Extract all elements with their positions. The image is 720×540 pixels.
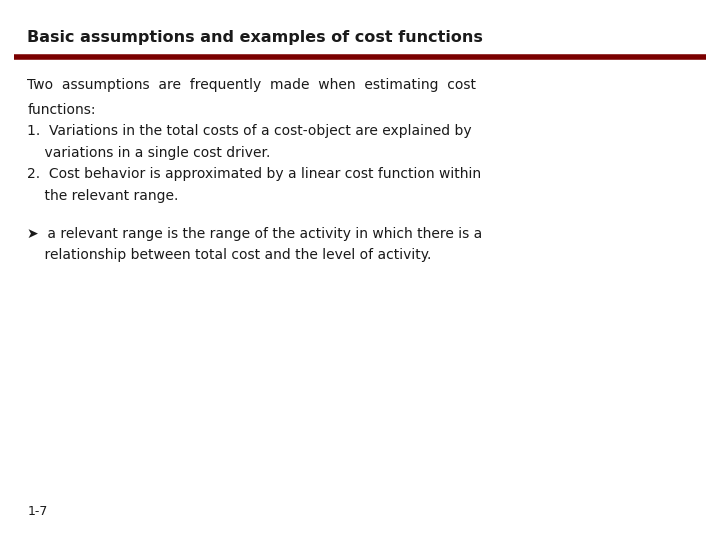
Text: 1.  Variations in the total costs of a cost-object are explained by: 1. Variations in the total costs of a co… [27,124,472,138]
Text: ➤  a relevant range is the range of the activity in which there is a: ➤ a relevant range is the range of the a… [27,227,482,241]
Text: 1-7: 1-7 [27,505,48,518]
Text: the relevant range.: the relevant range. [27,189,179,203]
Text: Two  assumptions  are  frequently  made  when  estimating  cost: Two assumptions are frequently made when… [27,78,477,92]
Text: relationship between total cost and the level of activity.: relationship between total cost and the … [27,248,432,262]
Text: 2.  Cost behavior is approximated by a linear cost function within: 2. Cost behavior is approximated by a li… [27,167,482,181]
Text: functions:: functions: [27,103,96,117]
Text: Basic assumptions and examples of cost functions: Basic assumptions and examples of cost f… [27,30,483,45]
Text: variations in a single cost driver.: variations in a single cost driver. [27,146,271,160]
